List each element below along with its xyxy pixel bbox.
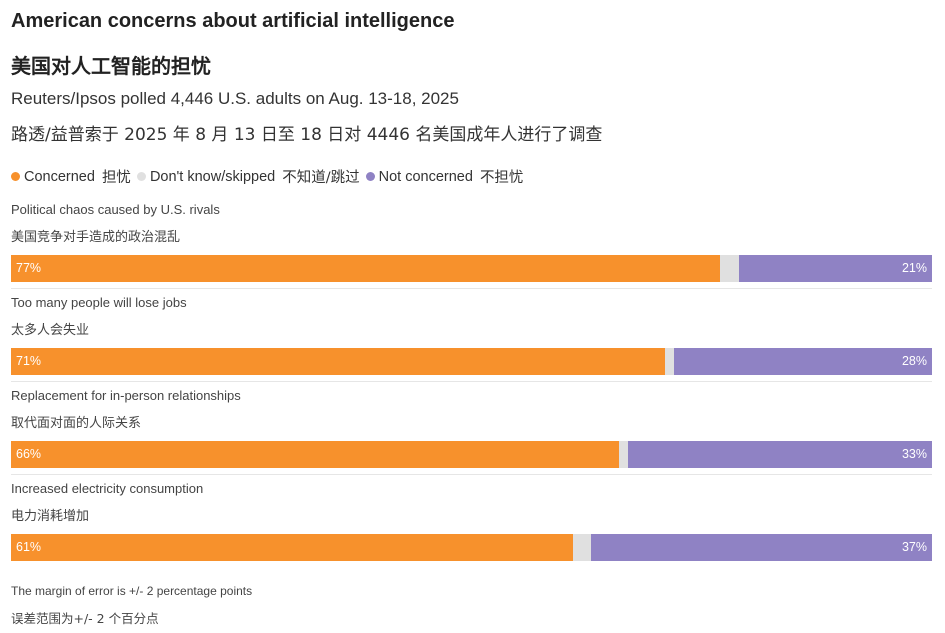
data-label-not-concerned: 21% [901,261,927,275]
category-label-zh: 太多人会失业 [11,323,90,338]
legend-label-zh: 担忧 [101,170,131,186]
row-divider [11,474,932,475]
legend-dot-icon [365,172,375,181]
row-divider [11,288,932,289]
data-label-not-concerned: 28% [901,354,927,368]
legend-label: Don't know/skipped [149,168,276,185]
bar-segment-not-concerned [738,255,932,282]
bar-segment-dont-know [572,534,592,561]
stacked-bar: 61% 37% [11,534,932,561]
legend-item-not-concerned: Not concerned 不担忧 [365,166,524,187]
chart-subtitle-zh: 路透/益普索于 2025 年 8 月 13 日至 18 日对 4446 名美国成… [11,125,603,145]
bar-segment-dont-know [720,255,739,282]
row-divider [11,381,932,382]
data-label-concerned: 71% [16,354,42,368]
legend-label-zh: 不担忧 [479,170,524,186]
legend-item-dont-know: Don't know/skipped 不知道/跳过 [136,166,360,187]
bar-segment-not-concerned [628,441,932,468]
bar-segment-concerned [11,441,619,468]
legend-dot-icon [136,172,146,181]
chart-title: American concerns about artificial intel… [11,10,455,32]
category-label: Political chaos caused by U.S. rivals [11,202,220,217]
bar-segment-concerned [11,255,721,282]
bar-segment-concerned [11,348,665,375]
category-label-zh: 美国竞争对手造成的政治混乱 [11,230,181,245]
chart-subtitle: Reuters/Ipsos polled 4,446 U.S. adults o… [11,89,459,108]
bar-segment-dont-know [664,348,675,375]
bar-segment-not-concerned [591,534,932,561]
data-label-concerned: 66% [16,447,42,461]
bar-segment-dont-know [618,441,629,468]
legend: Concerned 担忧 Don't know/skipped 不知道/跳过 N… [11,166,529,187]
bar-segment-not-concerned [674,348,932,375]
category-label: Replacement for in-person relationships [11,388,241,403]
legend-dot-icon [11,172,20,181]
chart-title-zh: 美国对人工智能的担忧 [11,54,211,78]
footnote-zh: 误差范围为+/- 2 个百分点 [11,611,159,626]
category-label: Too many people will lose jobs [11,295,187,310]
stacked-bar: 71% 28% [11,348,932,375]
stacked-bar: 66% 33% [11,441,932,468]
legend-label-zh: 不知道/跳过 [282,170,360,186]
data-label-concerned: 77% [16,261,42,275]
data-label-concerned: 61% [16,540,42,554]
data-label-not-concerned: 37% [901,540,927,554]
bar-segment-concerned [11,534,573,561]
footnote: The margin of error is +/- 2 percentage … [11,584,253,598]
category-label-zh: 电力消耗增加 [11,509,90,524]
legend-label: Not concerned [378,168,473,185]
stacked-bar: 77% 21% [11,255,932,282]
category-label-zh: 取代面对面的人际关系 [11,416,142,431]
data-label-not-concerned: 33% [901,447,927,461]
legend-item-concerned: Concerned 担忧 [11,166,131,187]
legend-label: Concerned [24,168,95,185]
category-label: Increased electricity consumption [11,481,204,496]
